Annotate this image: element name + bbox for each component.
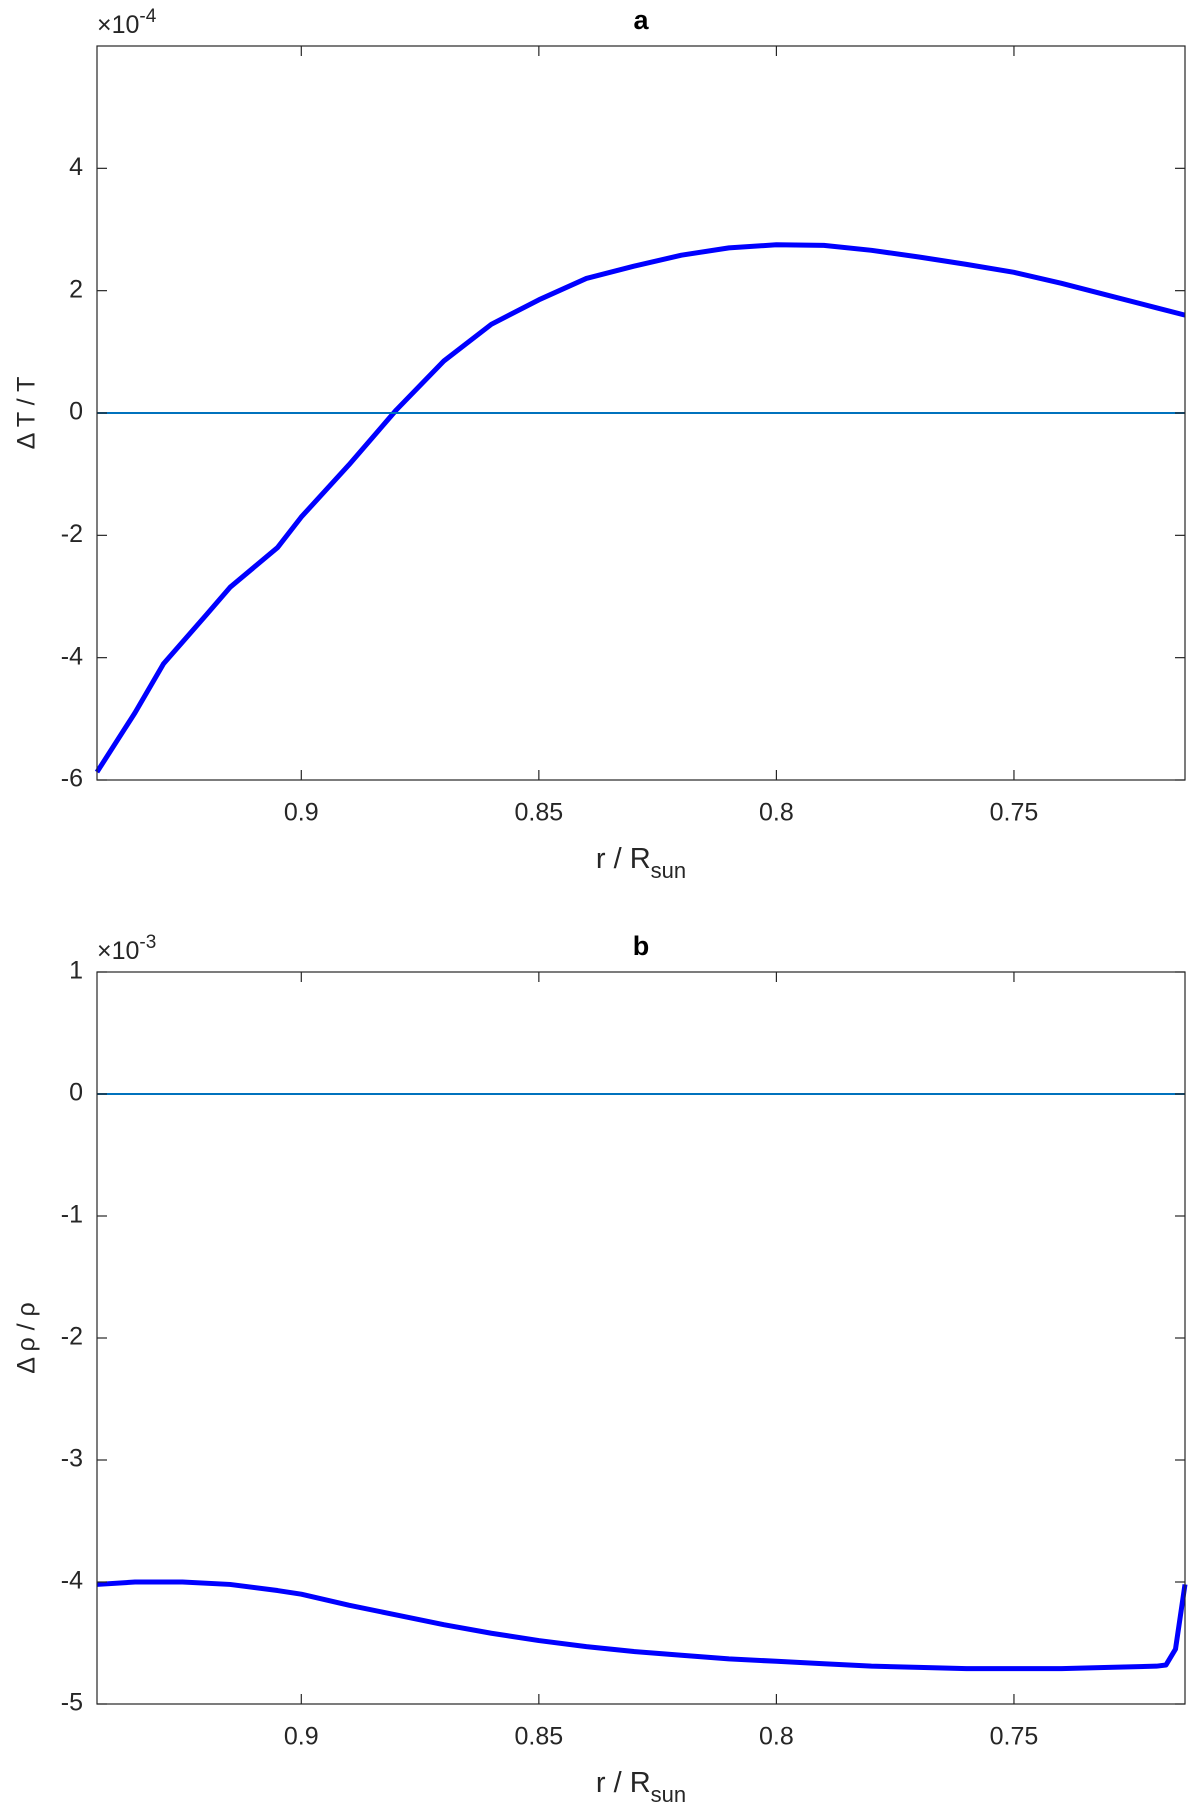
- x-label-sub: sun: [651, 858, 686, 883]
- data-line: [96, 1579, 1188, 1672]
- exponent-base: ×10: [97, 11, 139, 39]
- x-axis-label: r / Rsun: [596, 843, 686, 883]
- y-axis-label: Δ T / T: [13, 377, 41, 450]
- data-line: [94, 242, 1186, 774]
- y-tick-label: 2: [69, 275, 83, 303]
- exponent-base: ×10: [97, 937, 139, 965]
- y-tick-label: -3: [61, 1445, 83, 1473]
- y-tick-label: 1: [69, 957, 83, 985]
- y-tick-label: -1: [61, 1201, 83, 1229]
- x-tick-label: 0.9: [284, 1723, 319, 1751]
- x-tick-label: 0.85: [515, 799, 564, 827]
- y-tick-label: 0: [69, 1079, 83, 1107]
- y-tick-label: -2: [61, 1323, 83, 1351]
- x-label-main: r / R: [596, 843, 651, 875]
- exponent-power: -3: [139, 932, 156, 953]
- y-tick-label: -6: [61, 765, 83, 793]
- x-tick-label: 0.9: [284, 799, 319, 827]
- y-axis-label: Δ ρ / ρ: [13, 1302, 41, 1374]
- x-label-main: r / R: [596, 1767, 651, 1799]
- y-tick-label: -4: [61, 642, 83, 670]
- x-tick-label: 0.75: [990, 799, 1039, 827]
- chart-title: b: [633, 931, 650, 961]
- y-tick-label: -2: [61, 520, 83, 548]
- exponent-label: ×10-4: [97, 6, 157, 39]
- x-tick-label: 0.8: [759, 1723, 794, 1751]
- exponent-power: -4: [139, 6, 156, 27]
- x-label-sub: sun: [651, 1782, 686, 1807]
- x-tick-label: 0.8: [759, 799, 794, 827]
- plot-area: [97, 972, 1185, 1704]
- exponent-label: ×10-3: [97, 932, 156, 965]
- x-tick-label: 0.75: [990, 1723, 1039, 1751]
- x-tick-label: 0.85: [515, 1723, 564, 1751]
- y-tick-label: 4: [69, 153, 83, 181]
- y-tick-label: -5: [61, 1689, 83, 1717]
- y-tick-label: -4: [61, 1567, 83, 1595]
- x-axis-label: r / Rsun: [596, 1767, 686, 1807]
- chart-title: a: [633, 5, 649, 35]
- y-tick-label: 0: [69, 398, 83, 426]
